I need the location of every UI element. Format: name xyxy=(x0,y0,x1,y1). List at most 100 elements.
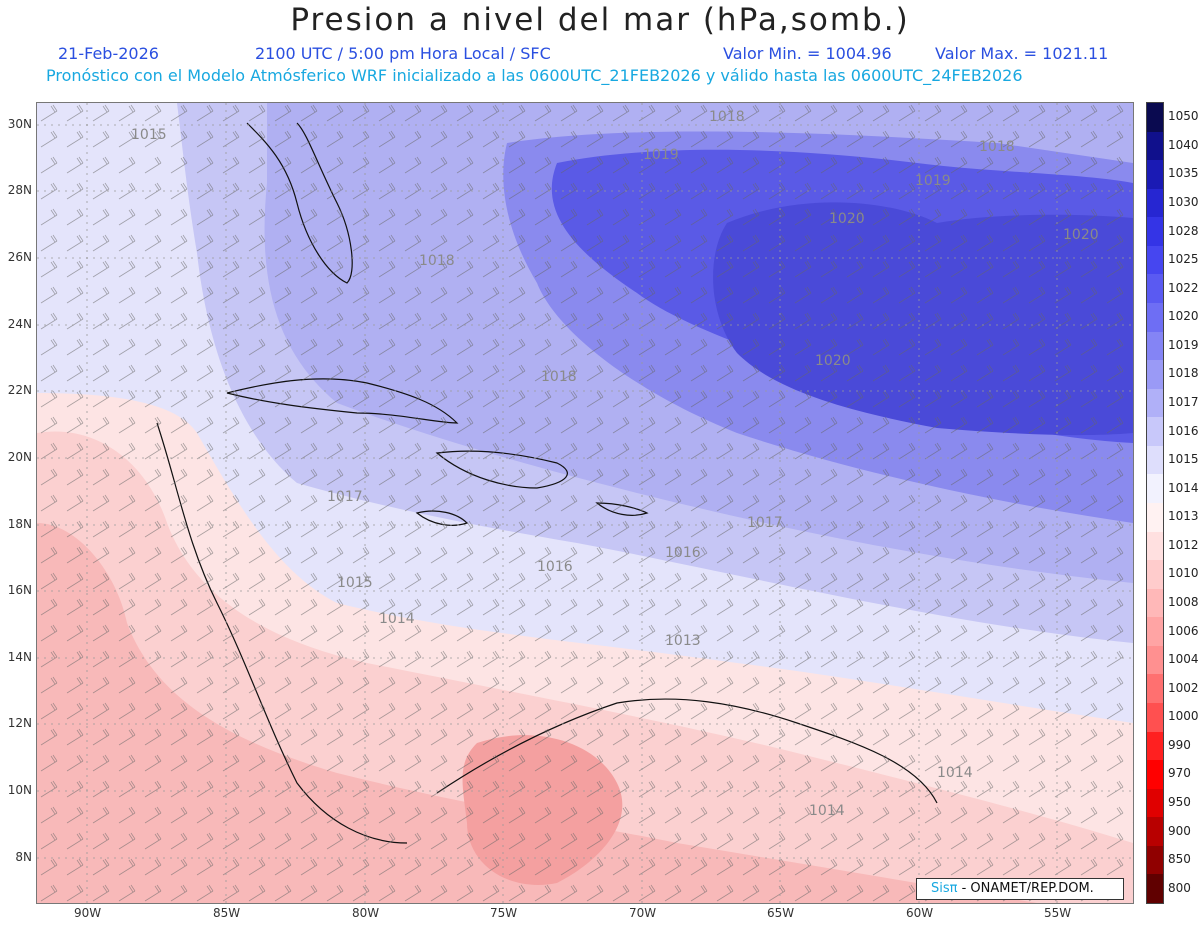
colorbar-segment xyxy=(1147,845,1163,875)
colorbar-segment xyxy=(1147,817,1163,847)
credit-box: Sisπ - ONAMET/REP.DOM. xyxy=(916,878,1124,900)
lat-label-22n: 22N xyxy=(7,383,32,397)
isobar-label: 1014 xyxy=(937,765,973,781)
pressure-map-canvas: 1015 1018 1019 1018 1019 1020 1020 1020 … xyxy=(37,103,1133,903)
isobar-label: 1017 xyxy=(747,515,783,531)
colorbar-segment xyxy=(1147,360,1163,390)
colorbar-level-label: 1008 xyxy=(1168,595,1199,609)
isobar-label: 1014 xyxy=(809,803,845,819)
lat-lon-grid xyxy=(37,103,1133,903)
colorbar-segment xyxy=(1147,474,1163,504)
credit-text: - ONAMET/REP.DOM. xyxy=(961,881,1094,896)
colorbar-segment xyxy=(1147,103,1163,133)
colorbar-level-label: 950 xyxy=(1168,795,1191,809)
colorbar-segment xyxy=(1147,703,1163,733)
pressure-map: 1015 1018 1019 1018 1019 1020 1020 1020 … xyxy=(36,102,1134,904)
lon-label-70w: 70W xyxy=(629,906,657,920)
isobar-label: 1020 xyxy=(815,353,851,369)
lat-label-14n: 14N xyxy=(7,650,32,664)
isobar-labels: 1015 1018 1019 1018 1019 1020 1020 1020 … xyxy=(131,109,1099,819)
colorbar-level-label: 1050 xyxy=(1168,109,1199,124)
lat-label-12n: 12N xyxy=(7,716,32,730)
colorbar-segment xyxy=(1147,445,1163,475)
colorbar-level-label: 1014 xyxy=(1168,480,1199,495)
colorbar-segment xyxy=(1147,788,1163,818)
colorbar-segment xyxy=(1147,331,1163,361)
colorbar-segment xyxy=(1147,760,1163,790)
sispi-logo: Sisπ xyxy=(931,881,958,896)
isobar-label: 1019 xyxy=(643,147,679,163)
isobar-label: 1013 xyxy=(665,633,701,649)
lon-label-85w: 85W xyxy=(213,906,241,920)
colorbar-level-label: 970 xyxy=(1168,766,1191,781)
colorbar-level-label: 900 xyxy=(1168,823,1191,838)
isobar-label: 1018 xyxy=(419,253,455,269)
lat-label-26n: 26N xyxy=(7,250,32,264)
colorbar-level-label: 1040 xyxy=(1168,137,1199,152)
isobar-label: 1020 xyxy=(829,211,865,227)
isobar-label: 1018 xyxy=(709,109,745,125)
colorbar-level-label: 1012 xyxy=(1168,537,1199,552)
colorbar-level-label: 850 xyxy=(1168,852,1191,867)
colorbar-level-label: 1006 xyxy=(1168,623,1199,638)
lon-label-60w: 60W xyxy=(906,906,934,920)
colorbar-segment xyxy=(1147,503,1163,533)
colorbar-segment xyxy=(1147,674,1163,704)
isobar-label: 1017 xyxy=(327,489,363,505)
colorbar-level-label: 1028 xyxy=(1168,223,1199,238)
colorbar-level-label: 1035 xyxy=(1168,166,1199,181)
colorbar-level-label: 1016 xyxy=(1168,423,1199,438)
isobar-label: 1018 xyxy=(541,369,577,385)
colorbar-level-label: 1010 xyxy=(1168,566,1199,581)
colorbar-segment xyxy=(1147,217,1163,247)
isobar-label: 1014 xyxy=(379,611,415,627)
colorbar-segment xyxy=(1147,417,1163,447)
colorbar-level-label: 1004 xyxy=(1168,652,1199,667)
colorbar-segment xyxy=(1147,274,1163,304)
colorbar-segment xyxy=(1147,245,1163,275)
forecast-label: Pronóstico con el Modelo Atmósferico WRF… xyxy=(46,66,1023,85)
colorbar-segment xyxy=(1147,588,1163,618)
lon-label-90w: 90W xyxy=(74,906,102,920)
colorbar-level-label: 1030 xyxy=(1168,195,1199,209)
colorbar-segment xyxy=(1147,731,1163,761)
lon-label-80w: 80W xyxy=(352,906,380,920)
colorbar-level-label: 1013 xyxy=(1168,509,1199,524)
isobar-label: 1019 xyxy=(915,173,951,189)
time-label: 2100 UTC / 5:00 pm Hora Local / SFC xyxy=(255,44,551,63)
colorbar-segment xyxy=(1147,388,1163,418)
colorbar-segment xyxy=(1147,617,1163,647)
isobar-label: 1015 xyxy=(337,575,373,591)
colorbar-level-label: 800 xyxy=(1168,880,1191,895)
max-value-label: Valor Max. = 1021.11 xyxy=(935,44,1109,63)
colorbar-segment xyxy=(1147,303,1163,333)
lat-label-18n: 18N xyxy=(7,517,32,531)
isobar-label: 1015 xyxy=(131,127,167,143)
isobar-label: 1016 xyxy=(665,545,701,561)
colorbar-level-label: 990 xyxy=(1168,737,1191,752)
colorbar-level-label: 1002 xyxy=(1168,680,1199,695)
pressure-colorbar xyxy=(1146,102,1164,904)
colorbar-level-label: 1020 xyxy=(1168,309,1199,324)
colorbar-level-label: 1000 xyxy=(1168,709,1199,724)
lon-label-55w: 55W xyxy=(1044,906,1072,920)
lon-label-65w: 65W xyxy=(767,906,795,920)
isobar-label: 1020 xyxy=(1063,227,1099,243)
colorbar-level-label: 1025 xyxy=(1168,252,1199,267)
lat-label-20n: 20N xyxy=(7,450,32,464)
lat-label-10n: 10N xyxy=(7,783,32,797)
colorbar-segment xyxy=(1147,560,1163,590)
colorbar-level-label: 1017 xyxy=(1168,395,1199,409)
colorbar-segment xyxy=(1147,188,1163,218)
lat-label-30n: 30N xyxy=(7,117,32,131)
colorbar-level-label: 1015 xyxy=(1168,452,1199,467)
date-label: 21-Feb-2026 xyxy=(58,44,159,63)
colorbar-segment xyxy=(1147,531,1163,561)
lat-label-24n: 24N xyxy=(7,317,32,331)
isobar-label: 1018 xyxy=(979,139,1015,155)
wind-barbs xyxy=(37,103,1133,903)
isobar-label: 1016 xyxy=(537,559,573,575)
colorbar-level-label: 1018 xyxy=(1168,366,1199,381)
colorbar-segment xyxy=(1147,645,1163,675)
lat-label-8n: 8N xyxy=(15,850,32,864)
